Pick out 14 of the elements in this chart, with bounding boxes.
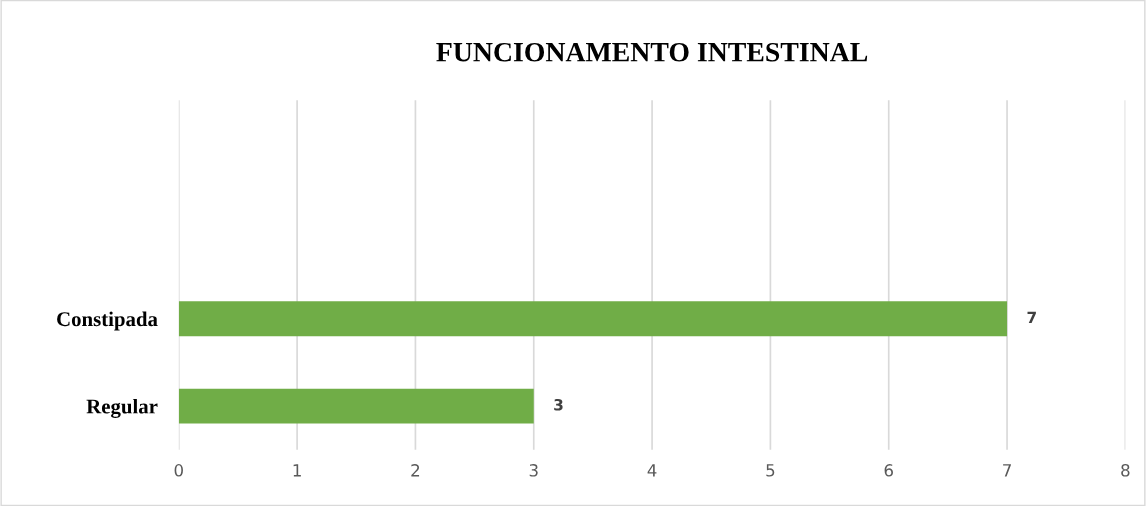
x-tick-label: 4 [647, 464, 657, 477]
chart-title: FUNCIONAMENTO INTESTINAL [436, 42, 868, 62]
x-tick-label: 5 [766, 464, 775, 477]
data-label: 7 [1027, 311, 1036, 323]
x-tick-label: 0 [174, 464, 183, 477]
x-tick-label: 2 [411, 464, 420, 477]
x-tick-label: 6 [884, 464, 893, 477]
x-tick-label: 8 [1121, 464, 1130, 477]
x-tick-label: 1 [293, 464, 301, 477]
y-tick-label: Constipada [57, 311, 158, 331]
y-tick-label: Regular [86, 398, 158, 418]
data-label: 3 [554, 399, 563, 411]
x-tick-label: 3 [529, 464, 538, 477]
x-tick-label: 7 [1003, 464, 1011, 477]
